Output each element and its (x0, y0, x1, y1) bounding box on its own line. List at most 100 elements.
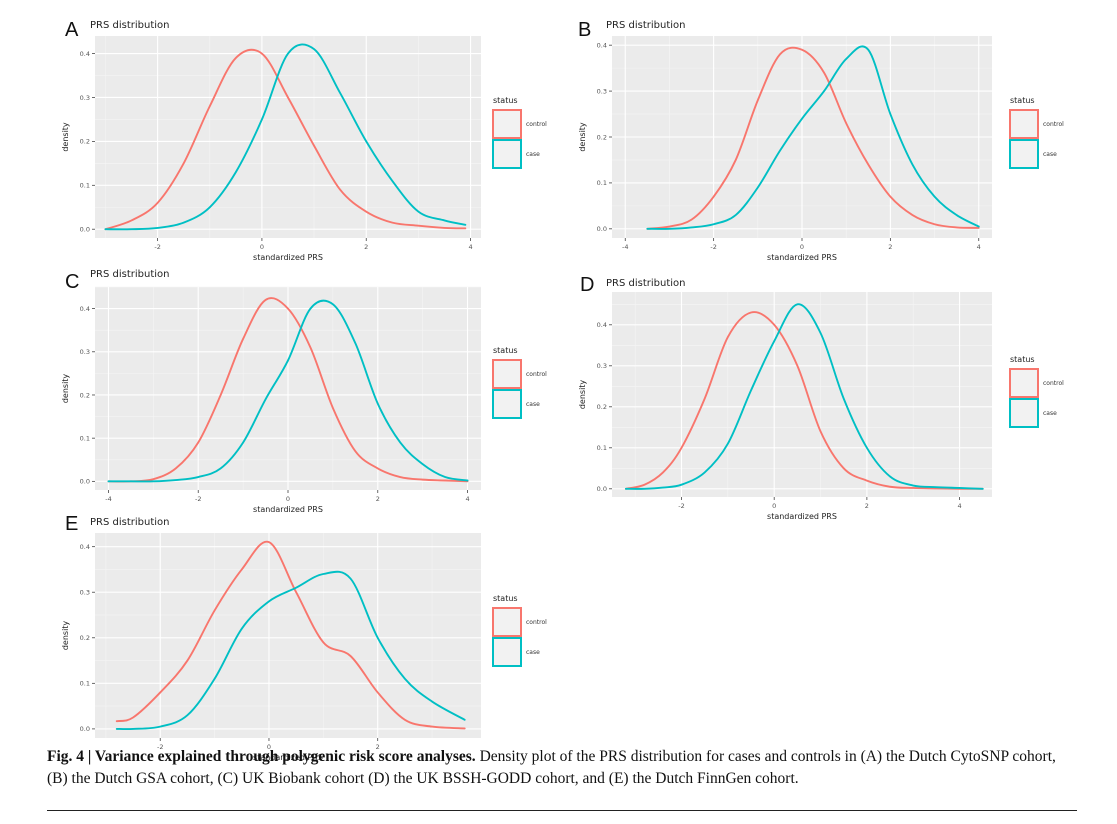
x-axis-label: standardized PRS (253, 753, 323, 762)
x-tick-label: 4 (468, 243, 472, 251)
y-tick-label: 0.0 (80, 478, 90, 486)
y-tick-label: 0.2 (597, 403, 607, 411)
chart-title: PRS distribution (606, 278, 686, 289)
y-tick-label: 0.3 (80, 589, 90, 597)
legend-label-control: control (526, 121, 547, 128)
y-tick-label: 0.4 (597, 41, 607, 49)
legend-key-control (492, 607, 522, 637)
chart-title: PRS distribution (90, 269, 170, 280)
y-tick-label: 0.2 (80, 634, 90, 642)
x-tick-label: 2 (364, 243, 368, 251)
plot-background (612, 292, 992, 497)
y-tick-label: 0.0 (80, 226, 90, 234)
figure-caption: Fig. 4 | Variance explained through poly… (47, 746, 1077, 790)
density-curve-control (646, 46, 980, 230)
chart-title: PRS distribution (90, 517, 170, 528)
y-axis-label: density (578, 380, 587, 410)
legend: status control case (492, 594, 547, 667)
panel-letter: E (65, 513, 78, 535)
y-tick-label: 0.4 (80, 50, 90, 58)
legend-title: status (493, 96, 518, 105)
x-axis-label: standardized PRS (253, 505, 323, 514)
panel-b: B PRS distribution -4 -2 0 2 4 0.0 0.1 0.2 0.3 0.4 s… (578, 19, 1064, 262)
legend-label-case: case (1043, 410, 1057, 417)
x-tick-label: -2 (678, 502, 684, 510)
legend: status control case (1009, 96, 1064, 169)
y-tick-label: 0.3 (597, 87, 607, 95)
panel-a: A PRS distribution -2 0 2 4 0.0 0.1 0.2 0.3 0.4 sta… (61, 19, 547, 262)
legend-label-control: control (526, 371, 547, 378)
density-curve-case (646, 45, 980, 230)
density-curve-case (115, 570, 466, 731)
x-axis-label: standardized PRS (767, 512, 837, 521)
y-tick-label: 0.1 (80, 434, 90, 442)
legend-label-case: case (526, 151, 540, 158)
x-tick-label: 2 (888, 243, 892, 251)
legend-key-control (1009, 368, 1039, 398)
x-tick-label: -2 (710, 243, 716, 251)
density-curve-case (624, 303, 984, 490)
legend-key-case (492, 637, 522, 667)
y-tick-label: 0.3 (597, 362, 607, 370)
chart-title: PRS distribution (606, 20, 686, 31)
legend-key-control (492, 109, 522, 139)
legend-title: status (1010, 355, 1035, 364)
y-tick-label: 0.4 (597, 321, 607, 329)
chart-title: PRS distribution (90, 20, 170, 31)
y-tick-label: 0.0 (597, 485, 607, 493)
legend-label-case: case (1043, 151, 1057, 158)
legend: status control case (492, 96, 547, 169)
x-tick-label: 0 (772, 502, 776, 510)
x-axis-label: standardized PRS (253, 253, 323, 262)
y-axis-label: density (61, 621, 70, 651)
x-axis-label: standardized PRS (767, 253, 837, 262)
legend-label-control: control (1043, 380, 1064, 387)
density-curve-case (107, 299, 469, 483)
x-tick-label: 4 (465, 495, 469, 503)
y-tick-label: 0.1 (80, 680, 90, 688)
caption-title: Fig. 4 | Variance explained through poly… (47, 748, 476, 765)
legend-label-control: control (526, 619, 547, 626)
y-tick-label: 0.1 (597, 179, 607, 187)
y-tick-label: 0.4 (80, 305, 90, 313)
y-tick-label: 0.3 (80, 348, 90, 356)
legend-label-case: case (526, 401, 540, 408)
panel-letter: B (578, 19, 591, 41)
legend-label-control: control (1043, 121, 1064, 128)
x-tick-label: -2 (154, 243, 160, 251)
y-tick-label: 0.4 (80, 543, 90, 551)
density-curve-control (624, 311, 984, 490)
y-tick-label: 0.1 (80, 182, 90, 190)
y-tick-label: 0.1 (597, 444, 607, 452)
legend-key-control (492, 359, 522, 389)
legend: status control case (492, 346, 547, 419)
legend-label-case: case (526, 649, 540, 656)
legend-key-control (1009, 109, 1039, 139)
x-tick-label: 4 (977, 243, 981, 251)
y-axis-label: density (578, 122, 587, 152)
x-tick-label: 2 (376, 495, 380, 503)
panel-letter: D (580, 274, 594, 296)
legend-key-case (1009, 139, 1039, 169)
legend-key-case (1009, 398, 1039, 428)
y-axis-label: density (61, 374, 70, 404)
legend-title: status (493, 346, 518, 355)
x-tick-label: 0 (267, 743, 271, 751)
caption-body: Density plot of the PRS distribution for… (47, 748, 1056, 787)
legend-title: status (493, 594, 518, 603)
x-tick-label: -4 (105, 495, 111, 503)
density-curve-case (104, 43, 467, 231)
x-tick-label: 0 (800, 243, 804, 251)
x-tick-label: 0 (286, 495, 290, 503)
density-curve-control (107, 297, 469, 483)
panel-d: D PRS distribution -2 0 2 4 0.0 0.1 0.2 0.3 0.4 sta… (578, 274, 1064, 521)
x-tick-label: 2 (865, 502, 869, 510)
panel-c: C PRS distribution -4 -2 0 2 4 0.0 0.1 0.2 0.3 0.4 s… (61, 269, 547, 514)
y-tick-label: 0.0 (597, 225, 607, 233)
panel-letter: A (65, 19, 79, 41)
plot-background (95, 533, 481, 738)
y-tick-label: 0.2 (80, 391, 90, 399)
x-tick-label: 0 (260, 243, 264, 251)
y-tick-label: 0.2 (597, 133, 607, 141)
density-curve-control (115, 540, 466, 730)
